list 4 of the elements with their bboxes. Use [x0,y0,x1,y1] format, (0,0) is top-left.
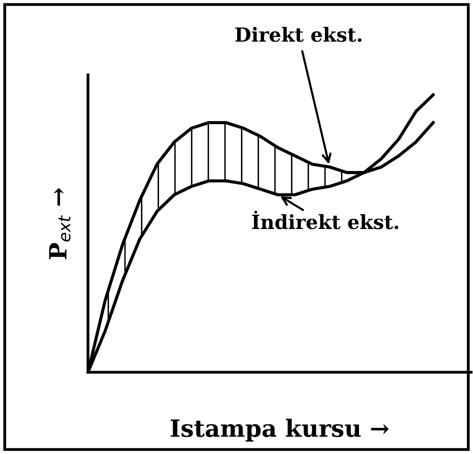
text: Direkt ekst. [235,26,362,42]
legend-label: İndirekt ekst. [252,210,398,230]
x-axis-title: Istampa kursu → [170,418,389,442]
y-axis-title: P$_{ext}$ → [49,188,70,260]
